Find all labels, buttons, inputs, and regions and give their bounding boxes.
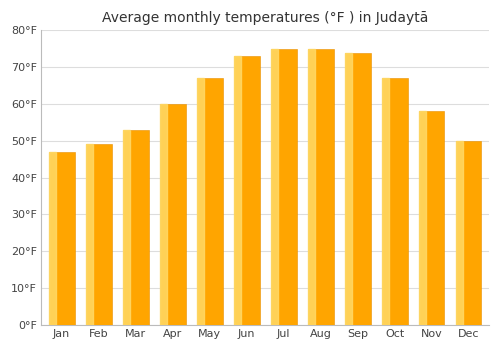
Bar bbox=[270, 49, 296, 325]
Bar bbox=[196, 78, 222, 325]
Bar bbox=[86, 145, 112, 325]
Bar bbox=[122, 130, 130, 325]
Bar bbox=[308, 49, 334, 325]
Bar bbox=[456, 141, 481, 325]
Bar bbox=[418, 111, 444, 325]
Bar bbox=[234, 56, 241, 325]
Bar bbox=[344, 52, 352, 325]
Bar bbox=[382, 78, 407, 325]
Bar bbox=[234, 56, 260, 325]
Bar bbox=[382, 78, 389, 325]
Bar bbox=[196, 78, 204, 325]
Bar bbox=[160, 104, 186, 325]
Bar bbox=[48, 152, 56, 325]
Bar bbox=[160, 104, 167, 325]
Title: Average monthly temperatures (°F ) in Judaytā: Average monthly temperatures (°F ) in Ju… bbox=[102, 11, 428, 25]
Bar bbox=[344, 52, 370, 325]
Bar bbox=[418, 111, 426, 325]
Bar bbox=[122, 130, 148, 325]
Bar bbox=[86, 145, 93, 325]
Bar bbox=[456, 141, 463, 325]
Bar bbox=[308, 49, 315, 325]
Bar bbox=[48, 152, 74, 325]
Bar bbox=[270, 49, 278, 325]
